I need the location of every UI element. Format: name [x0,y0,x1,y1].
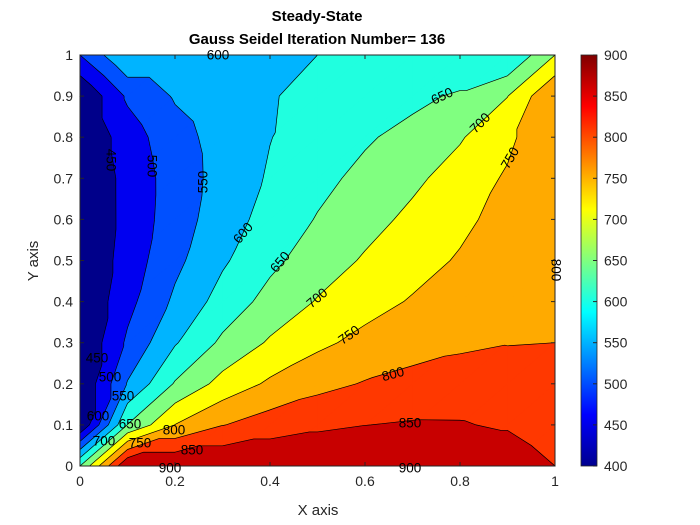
contour-label-650: 650 [119,417,142,432]
contour-line-450 [79,75,117,434]
x-tick-label: 0.4 [260,473,280,489]
chart-title-line-2: Gauss Seidel Iteration Number= 136 [189,31,445,48]
colorbar-ticks: 400 450 500 550 600 650 700 750 800 850 900 [593,47,628,474]
colorbar-tick-label: 650 [604,253,628,269]
contour-line-700 [89,54,556,467]
x-axis: 0 0.2 0.4 0.6 0.8 1 [76,55,559,489]
y-tick-label: 0.4 [54,294,74,310]
x-tick-label: 0.2 [165,473,185,489]
contour-label-800: 800 [380,364,406,384]
contour-label-700: 700 [93,434,116,449]
x-tick-label: 0.6 [355,473,375,489]
y-tick-label: 0.6 [54,211,74,227]
colorbar-tick-label: 900 [604,47,628,63]
contour-label-450: 450 [104,149,119,172]
contour-label-550: 550 [112,389,135,404]
y-tick-label: 0.9 [54,88,74,104]
x-tick-label: 1 [551,473,559,489]
contour-line-850 [117,419,556,467]
colorbar-tick-label: 500 [604,376,628,392]
colorbar-tick-label: 750 [604,170,628,186]
contour-label-600: 600 [207,48,230,63]
contour-line-650 [79,54,532,467]
y-tick-label: 0.2 [54,376,74,392]
colorbar-tick-label: 600 [604,294,628,310]
colorbar-tick-label: 700 [604,211,628,227]
contour-label-800: 800 [549,259,564,282]
contour-label-500: 500 [145,155,160,178]
colorbar-tick-label: 550 [604,335,628,351]
y-axis-label: Y axis [25,241,42,282]
x-axis-label: X axis [298,502,339,519]
y-tick-label: 0.5 [54,253,74,269]
contour-line-550 [79,54,204,450]
y-axis: 0 0.1 0.2 0.3 0.4 0.5 0.6 0.7 0.8 0.9 1 [54,47,555,474]
contour-label-600: 600 [87,409,110,424]
y-tick-label: 0.3 [54,335,74,351]
contour-label-500: 500 [99,370,122,385]
x-tick-label: 0.8 [450,473,470,489]
chart-title-line-1: Steady-State [272,8,363,25]
contour-label-750: 750 [129,436,152,451]
contour-label-800: 800 [163,423,186,438]
colorbar-tick-label: 850 [604,88,628,104]
contour-label-550: 550 [196,171,211,194]
contour-label-900: 900 [399,461,422,476]
y-tick-label: 0.7 [54,170,74,186]
contour-label-850: 850 [399,416,422,431]
contour-line-750 [98,75,556,467]
colorbar-tick-label: 800 [604,129,628,145]
y-tick-label: 1 [65,47,73,63]
y-tick-label: 0.8 [54,129,74,145]
colorbar-tick-label: 450 [604,417,628,433]
y-tick-label: 0 [65,458,73,474]
contour-line-500 [79,54,157,442]
x-tick-label: 0 [76,473,84,489]
y-tick-label: 0.1 [54,417,74,433]
contour-label-450: 450 [86,351,109,366]
contour-label-850: 850 [181,443,204,458]
contour-label-900: 900 [159,461,182,476]
colorbar-tick-label: 400 [604,458,628,474]
